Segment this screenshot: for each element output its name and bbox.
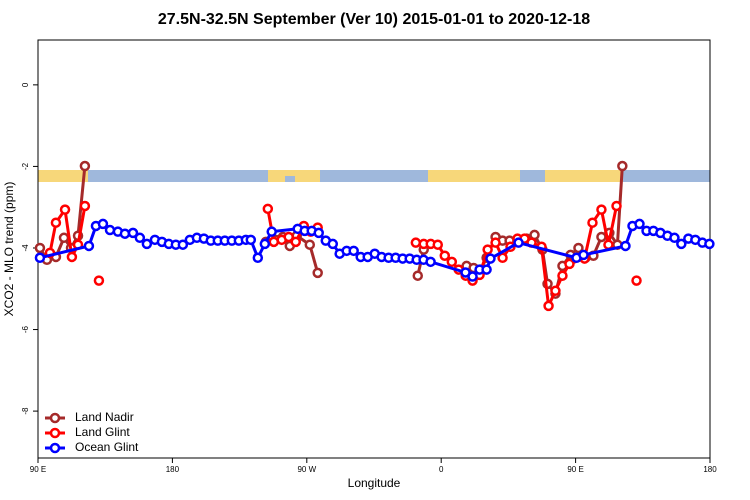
point [564,258,575,270]
point [578,249,589,261]
point [177,239,189,250]
y-axis-label: XCO2 - MLO trend (ppm) [2,182,16,317]
point [631,275,642,286]
point [410,237,422,248]
point [304,239,316,250]
point [34,242,46,254]
point [573,242,584,254]
point [79,200,91,212]
point [485,253,496,264]
point [50,217,62,228]
point [467,271,478,282]
x-tick-label: 0 [439,465,444,474]
point [634,218,645,230]
legend-label: Ocean Glint [75,440,139,454]
point [93,275,105,286]
point [97,218,109,230]
x-tick-label: 180 [166,465,180,474]
point [596,204,607,215]
y-tick-label: -4 [21,244,30,252]
point [313,227,324,239]
point [266,226,277,237]
y-tick-label: -8 [21,407,30,415]
point [119,228,131,239]
point [669,232,680,244]
point [290,236,301,248]
point [513,237,524,248]
point [127,227,139,239]
point [58,232,70,244]
point [141,238,153,250]
x-tick-label: 90 E [30,465,46,474]
y-tick-label: -2 [21,162,30,170]
point [312,267,323,279]
point [557,270,568,281]
point [134,232,146,244]
point [482,244,493,255]
point [327,238,339,250]
point [611,200,622,212]
point [259,238,271,250]
point [596,231,607,243]
legend-marker [49,442,61,454]
point [446,256,458,268]
point [620,240,631,252]
legend-marker [49,412,61,424]
point [283,231,294,243]
point [676,238,687,250]
legend-label: Land Nadir [75,410,134,424]
chart-title: 27.5N-32.5N September (Ver 10) 2015-01-0… [158,11,590,28]
point [543,300,554,312]
point [262,203,274,215]
point [704,238,715,250]
point [587,217,598,228]
point [83,240,95,252]
x-tick-label: 90 W [297,465,316,474]
point [79,160,91,172]
point [34,252,46,264]
point [617,160,628,172]
point [439,250,451,261]
x-tick-label: 180 [703,465,717,474]
map-strip [38,170,710,182]
point [425,256,436,268]
legend-marker [49,427,61,439]
point [245,234,257,246]
x-axis-label: Longitude [348,476,401,490]
x-tick-label: 90 E [567,465,583,474]
point [252,252,264,264]
point [481,264,492,275]
point [550,285,561,297]
legend-label: Land Glint [75,425,130,439]
point [348,245,359,257]
y-tick-label: 0 [21,82,30,87]
point [497,252,508,264]
point [66,251,78,263]
point [432,239,444,250]
point [412,270,424,281]
point [490,237,501,248]
y-tick-label: -6 [21,325,30,333]
point [59,204,71,215]
